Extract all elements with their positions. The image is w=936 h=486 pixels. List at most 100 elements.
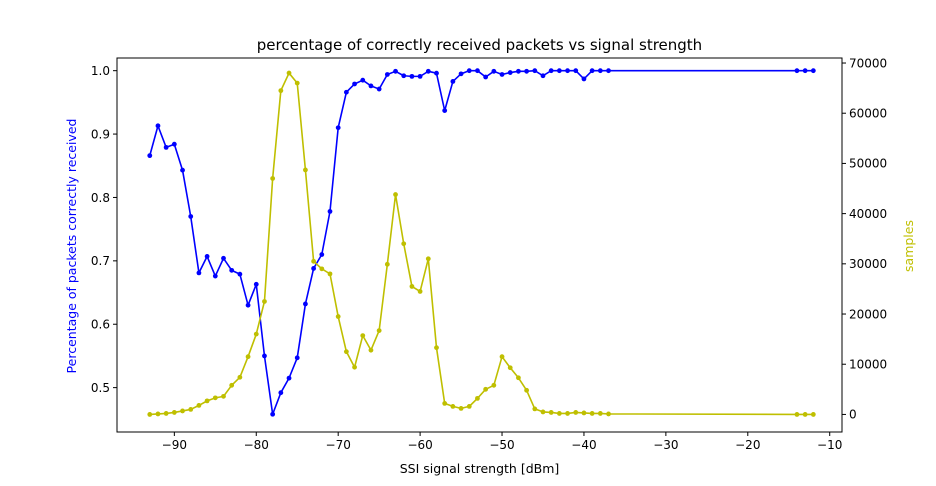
x-tick-label: −60 bbox=[407, 438, 432, 452]
percentage-data-point bbox=[589, 68, 595, 74]
percentage-data-point bbox=[237, 271, 243, 277]
samples-data-point bbox=[409, 284, 415, 289]
samples-data-point bbox=[442, 400, 448, 406]
samples-data-point bbox=[278, 88, 284, 94]
left-y-tick-label: 0.6 bbox=[91, 318, 110, 332]
samples-data-point bbox=[163, 411, 169, 416]
percentage-data-point bbox=[548, 68, 554, 74]
samples-data-point bbox=[303, 167, 308, 173]
percentage-data-point bbox=[327, 209, 333, 214]
samples-data-point bbox=[343, 349, 349, 355]
percentage-data-point bbox=[393, 68, 398, 74]
samples-data-point bbox=[507, 365, 513, 371]
samples-data-point bbox=[311, 258, 317, 264]
left-y-tick-label: 1.0 bbox=[91, 64, 110, 78]
left-y-tick-label: 0.9 bbox=[91, 127, 110, 141]
x-axis-label: SSI signal strength [dBm] bbox=[400, 461, 560, 476]
samples-data-point bbox=[393, 192, 398, 197]
samples-data-point bbox=[155, 411, 161, 417]
x-tick-label: −30 bbox=[653, 438, 678, 452]
percentage-data-point bbox=[384, 72, 390, 77]
left-y-axis-label: Percentage of packets correctly received bbox=[64, 119, 79, 374]
samples-data-point bbox=[483, 386, 489, 392]
chart-title: percentage of correctly received packets… bbox=[257, 36, 702, 54]
samples-data-point bbox=[221, 393, 226, 399]
percentage-data-point bbox=[368, 83, 374, 89]
percentage-data-point bbox=[212, 273, 218, 279]
right-y-tick-label: 50000 bbox=[849, 157, 887, 171]
right-y-tick-label: 0 bbox=[849, 408, 857, 422]
percentage-data-point bbox=[401, 73, 407, 79]
percentage-data-point bbox=[556, 68, 562, 74]
percentage-data-point bbox=[253, 281, 259, 287]
samples-data-point bbox=[188, 407, 194, 412]
percentage-data-point bbox=[409, 73, 415, 79]
samples-data-point bbox=[286, 70, 292, 76]
percentage-data-point bbox=[311, 266, 317, 271]
samples-data-point bbox=[212, 395, 218, 401]
samples-data-point bbox=[417, 289, 423, 294]
percentage-data-point bbox=[303, 301, 308, 307]
samples-data-point bbox=[434, 345, 439, 351]
plot-frame bbox=[116, 57, 843, 433]
percentage-data-point bbox=[171, 141, 177, 147]
percentage-data-point bbox=[245, 302, 251, 308]
samples-data-point bbox=[810, 412, 816, 417]
percentage-data-point bbox=[294, 355, 300, 361]
samples-data-point bbox=[606, 411, 611, 417]
percentage-data-point bbox=[417, 73, 423, 79]
percentage-data-point bbox=[434, 70, 439, 76]
percentage-data-point bbox=[270, 411, 276, 417]
percentage-data-point bbox=[319, 252, 325, 257]
percentage-data-point bbox=[507, 70, 513, 75]
x-tick-label: −70 bbox=[326, 438, 351, 452]
percentage-data-point bbox=[262, 353, 267, 359]
samples-data-point bbox=[475, 395, 480, 401]
percentage-data-point bbox=[221, 255, 226, 261]
samples-data-point bbox=[466, 404, 472, 409]
x-tick-label: −50 bbox=[489, 438, 514, 452]
samples-data-point bbox=[171, 410, 177, 415]
percentage-data-point bbox=[180, 167, 185, 173]
left-y-tick-label: 0.8 bbox=[91, 191, 110, 205]
percentage-data-point bbox=[606, 68, 611, 74]
left-y-tick-label: 0.7 bbox=[91, 254, 110, 268]
percentage-data-point bbox=[532, 68, 538, 74]
right-y-tick-label: 60000 bbox=[849, 107, 887, 121]
percentage-data-point bbox=[466, 68, 472, 74]
samples-data-point bbox=[253, 331, 259, 337]
samples-data-point bbox=[802, 412, 808, 417]
right-y-tick-label: 30000 bbox=[849, 257, 887, 271]
samples-data-point bbox=[294, 80, 300, 86]
right-y-axis-label: samples bbox=[901, 220, 916, 272]
percentage-data-point bbox=[565, 68, 570, 74]
samples-data-point bbox=[499, 354, 505, 360]
x-tick-label: −40 bbox=[571, 438, 596, 452]
percentage-data-point bbox=[810, 68, 816, 74]
percentage-data-point bbox=[196, 270, 202, 276]
percentage-data-point bbox=[802, 68, 808, 74]
percentage-data-point bbox=[581, 76, 587, 82]
samples-data-point bbox=[360, 333, 366, 339]
percentage-data-point bbox=[483, 74, 489, 80]
samples-data-point bbox=[147, 412, 153, 417]
samples-data-point bbox=[581, 410, 587, 416]
samples-data-point bbox=[450, 404, 456, 409]
samples-data-point bbox=[384, 261, 390, 267]
percentage-data-point bbox=[516, 68, 521, 74]
samples-data-point bbox=[597, 411, 603, 416]
samples-data-point bbox=[245, 354, 251, 360]
percentage-data-point bbox=[343, 89, 349, 95]
samples-data-point bbox=[196, 402, 202, 408]
left-y-tick-label: 0.5 bbox=[91, 381, 110, 395]
percentage-data-point bbox=[425, 68, 431, 74]
samples-data-point bbox=[794, 412, 800, 417]
percentage-data-point bbox=[188, 214, 194, 219]
right-y-tick-label: 40000 bbox=[849, 207, 887, 221]
percentage-data-point bbox=[475, 68, 480, 74]
samples-data-point bbox=[458, 406, 464, 411]
percentage-data-point bbox=[458, 71, 464, 77]
percentage-data-point bbox=[450, 79, 456, 84]
